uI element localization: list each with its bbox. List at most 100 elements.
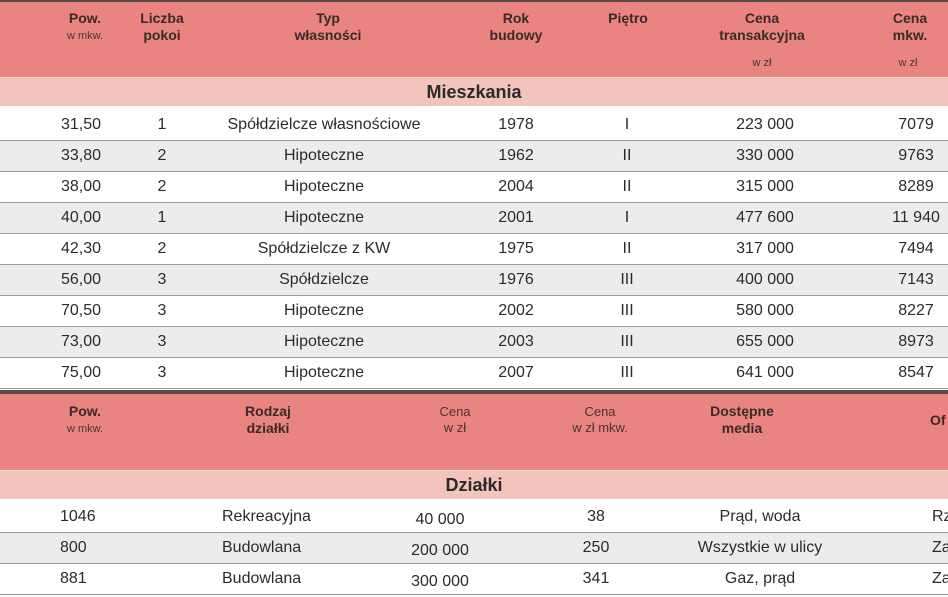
- header-year-line1: Rok: [502, 10, 530, 26]
- table-row: 56,00 3 Spółdzielcze 1976 III 400 000 7143: [0, 265, 948, 296]
- cell-year: 1976: [498, 271, 534, 288]
- cell-price: 200 000: [411, 542, 469, 559]
- section-title-apartments: Mieszkania: [0, 77, 948, 106]
- cell-type: Budowlana: [222, 539, 302, 556]
- cell-price-m2: 341: [582, 570, 610, 587]
- cell-price: 40 000: [415, 511, 465, 528]
- cell-price: 315 000: [736, 178, 794, 195]
- cell-floor: III: [620, 333, 634, 350]
- plots-header-price: Cena w zł: [425, 404, 485, 436]
- cell-ownership: Hipoteczne: [283, 302, 365, 319]
- header-price-m2-line2: mkw.: [892, 27, 928, 43]
- cell-year: 1962: [498, 147, 534, 164]
- plots-header-pow-unit: w mkw.: [66, 423, 104, 435]
- cell-price: 317 000: [736, 240, 794, 257]
- cell-media: Wszystkie w ulicy: [697, 539, 823, 556]
- header-price-line1: Cena: [744, 10, 780, 26]
- header-price-m2: Cena mkw.: [880, 10, 940, 44]
- header-price-m2-line1: Cena: [892, 10, 928, 26]
- cell-extra: Za: [932, 570, 948, 587]
- cell-price: 580 000: [736, 302, 794, 319]
- cell-floor: II: [622, 147, 632, 164]
- plots-header-media-line1: Dostępne: [710, 403, 774, 419]
- header-price-m2-unit: w zł: [898, 57, 918, 69]
- cell-area: 33,80: [60, 147, 102, 164]
- cell-floor: II: [622, 240, 632, 257]
- table-row: 75,00 3 Hipoteczne 2007 III 641 000 8547: [0, 358, 948, 389]
- plots-header-type: Rodzaj działki: [218, 403, 318, 437]
- cell-media: Gaz, prąd: [724, 570, 796, 587]
- plots-header-media-line2: media: [721, 420, 763, 436]
- cell-year: 2001: [498, 209, 534, 226]
- table-row: 70,50 3 Hipoteczne 2002 III 580 000 8227: [0, 296, 948, 327]
- apartments-header: Pow. w mkw. Liczba pokoi Typ własności R…: [0, 2, 948, 77]
- header-rooms: Liczba pokoi: [130, 10, 194, 44]
- cell-ownership: Hipoteczne: [283, 209, 365, 226]
- plots-header-price-m2: Cena w zł mkw.: [560, 404, 640, 436]
- cell-area: 40,00: [60, 209, 102, 226]
- plots-header-price-m2-line2: w zł mkw.: [572, 420, 628, 435]
- cell-price: 641 000: [736, 364, 794, 381]
- cell-rooms: 2: [157, 240, 167, 257]
- cell-area: 75,00: [60, 364, 102, 381]
- cell-price: 477 600: [736, 209, 794, 226]
- header-pow-label: Pow.: [68, 10, 102, 26]
- cell-year: 1978: [498, 116, 534, 133]
- header-pow-unit: w mkw.: [66, 30, 104, 42]
- cell-year: 2003: [498, 333, 534, 350]
- plots-header-price-line2: w zł: [443, 420, 467, 435]
- cell-floor: III: [620, 364, 634, 381]
- cell-floor: I: [624, 116, 630, 133]
- cell-rooms: 3: [157, 271, 167, 288]
- cell-rooms: 2: [157, 147, 167, 164]
- header-price-unit: w zł: [752, 57, 772, 69]
- cell-area: 1046: [60, 508, 96, 525]
- cell-media: Prąd, woda: [719, 508, 801, 525]
- header-ownership: Typ własności: [270, 10, 386, 44]
- cell-year: 2007: [498, 364, 534, 381]
- cell-area: 38,00: [60, 178, 102, 195]
- cell-price-m2: 8547: [898, 364, 934, 381]
- cell-rooms: 3: [157, 302, 167, 319]
- cell-area: 42,30: [60, 240, 102, 257]
- header-price-line2: transakcyjna: [719, 27, 805, 43]
- cell-price: 330 000: [736, 147, 794, 164]
- plots-header-pow: Pow.: [68, 403, 102, 419]
- top-border: [0, 0, 948, 2]
- plots-header-price-line1: Cena: [439, 404, 471, 419]
- cell-year: 2004: [498, 178, 534, 195]
- cell-ownership: Hipoteczne: [283, 147, 365, 164]
- cell-price: 300 000: [411, 573, 469, 590]
- cell-ownership: Hipoteczne: [283, 178, 365, 195]
- section-title-plots: Działki: [0, 470, 948, 499]
- plots-header-extra: Of: [930, 412, 946, 428]
- cell-rooms: 2: [157, 178, 167, 195]
- cell-ownership: Spółdzielcze własnościowe: [227, 116, 421, 133]
- header-pow: Pow.: [60, 10, 110, 27]
- cell-price-m2: 7494: [898, 240, 934, 257]
- cell-extra: Za: [932, 539, 948, 556]
- cell-area: 73,00: [60, 333, 102, 350]
- plots-header-media: Dostępne media: [700, 403, 784, 437]
- table-row: 38,00 2 Hipoteczne 2004 II 315 000 8289: [0, 172, 948, 203]
- table-row: 40,00 1 Hipoteczne 2001 I 477 600 11 940: [0, 203, 948, 234]
- table-row: 31,50 1 Spółdzielcze własnościowe 1978 I 223 …: [0, 110, 948, 141]
- header-rooms-line2: pokoi: [143, 27, 181, 43]
- cell-price-m2: 7079: [898, 116, 934, 133]
- cell-year: 1975: [498, 240, 534, 257]
- table-row: 800 Budowlana 200 000 250 Wszystkie w ulicy Z…: [0, 533, 948, 564]
- cell-floor: I: [624, 209, 630, 226]
- cell-area: 800: [60, 539, 87, 556]
- header-price: Cena transakcyjna: [700, 10, 824, 44]
- plots-header-price-m2-line1: Cena: [584, 404, 616, 419]
- cell-extra: Rz: [932, 508, 948, 525]
- cell-floor: III: [620, 302, 634, 319]
- cell-type: Budowlana: [222, 570, 302, 587]
- table-row: 73,00 3 Hipoteczne 2003 III 655 000 8973: [0, 327, 948, 358]
- header-rooms-line1: Liczba: [140, 10, 184, 26]
- table-row: 42,30 2 Spółdzielcze z KW 1975 II 317 000 7494: [0, 234, 948, 265]
- cell-area: 56,00: [60, 271, 102, 288]
- cell-floor: II: [622, 178, 632, 195]
- cell-rooms: 1: [157, 116, 167, 133]
- header-year: Rok budowy: [480, 10, 552, 44]
